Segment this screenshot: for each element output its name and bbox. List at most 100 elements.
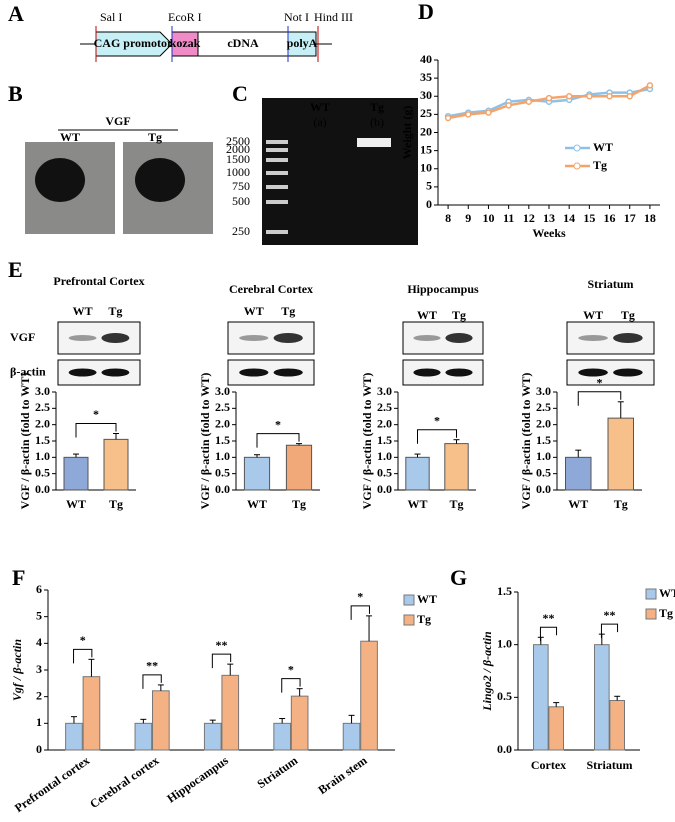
y-tick-label: 40	[420, 52, 432, 66]
blot-title: Striatum	[588, 277, 634, 291]
x-tick-label: Tg	[614, 497, 628, 511]
bar	[607, 417, 634, 491]
legend-label: Tg	[593, 158, 607, 172]
significance-label: **	[543, 611, 555, 625]
x-tick-label: WT	[66, 497, 86, 511]
gel-band	[357, 138, 391, 147]
panel-label: G	[450, 565, 467, 590]
ladder-label: 2000	[226, 142, 250, 156]
bar	[290, 695, 309, 751]
bar	[360, 640, 378, 751]
y-tick-label: 3.0	[536, 384, 551, 398]
y-tick-label: 0.5	[377, 465, 392, 479]
legend-marker	[573, 162, 581, 170]
y-tick-label: 2.5	[377, 400, 392, 414]
blot-band	[413, 368, 441, 377]
x-tick-label: 10	[482, 211, 494, 225]
y-tick-label: 1.0	[215, 449, 230, 463]
photo-label: Tg	[148, 130, 162, 144]
significance-bracket	[417, 429, 457, 444]
x-tick-label: Cortex	[531, 758, 566, 772]
y-tick-label: 0.0	[377, 482, 392, 496]
blot-band	[68, 335, 97, 341]
y-tick-label: 4	[36, 635, 42, 649]
y-tick-label: 35	[420, 70, 432, 84]
photo-title: VGF	[105, 114, 130, 128]
point	[586, 93, 593, 100]
significance-label: *	[597, 376, 603, 390]
point	[465, 111, 472, 118]
significance-bracket	[539, 626, 558, 642]
x-tick-label: 12	[523, 211, 535, 225]
y-tick-label: 0.0	[536, 482, 551, 496]
legend-swatch	[403, 594, 415, 606]
bar	[609, 699, 626, 751]
bar	[65, 722, 83, 751]
legend-swatch	[645, 588, 657, 600]
y-tick-label: 6	[36, 582, 42, 596]
blot-band	[239, 335, 269, 341]
bar	[405, 456, 430, 491]
y-axis-label: Vgf / β-actin	[10, 639, 24, 701]
legend-label: WT	[417, 592, 437, 606]
ladder-label: 250	[232, 224, 250, 238]
y-tick-label: 0.5	[497, 689, 512, 703]
lane-label: Tg	[370, 100, 384, 114]
legend-swatch	[403, 614, 415, 626]
lane-label: Tg	[281, 304, 295, 318]
point	[525, 98, 533, 105]
x-tick-label: 18	[644, 211, 656, 225]
lane-label: WT	[244, 304, 264, 318]
site-label: Sal I	[100, 10, 122, 24]
significance-label: *	[93, 407, 99, 421]
point	[485, 109, 492, 116]
significance-bracket	[256, 433, 300, 448]
y-tick-label: 0.5	[35, 465, 50, 479]
bar	[82, 676, 101, 751]
x-tick-label: 13	[543, 211, 555, 225]
significance-label: *	[357, 590, 363, 604]
site-label: Not I	[284, 10, 309, 24]
significance-label: *	[275, 417, 281, 431]
significance-label: *	[288, 662, 294, 676]
bar	[152, 690, 170, 751]
legend-label: Tg	[417, 612, 431, 626]
blot-title: Prefrontal Cortex	[53, 274, 144, 288]
y-tick-label: 1.5	[215, 433, 230, 447]
x-tick-label: 14	[563, 211, 575, 225]
x-tick-label: 17	[624, 211, 636, 225]
site-label: Hind III	[314, 10, 353, 24]
cdna-box	[197, 31, 289, 57]
blot-row-label: β-actin	[10, 364, 46, 378]
y-tick-label: 0.0	[497, 742, 512, 756]
ladder-label: 2500	[226, 134, 250, 148]
y-axis-label: VGF / β-actin (fold to WT)	[198, 373, 212, 510]
element-label: CAG promotor	[94, 36, 173, 50]
panel-label: D	[418, 0, 434, 24]
y-tick-label: 3.0	[215, 384, 230, 398]
lane-id: (b)	[370, 115, 384, 129]
mouse	[35, 158, 85, 202]
y-tick-label: 2.5	[215, 400, 230, 414]
y-tick-label: 2.0	[35, 416, 50, 430]
x-tick-label: Striatum	[587, 758, 633, 772]
y-tick-label: 3.0	[377, 384, 392, 398]
blot-band	[613, 368, 643, 377]
lane-label: WT	[310, 100, 330, 114]
y-tick-label: 1.5	[536, 433, 551, 447]
significance-bracket	[350, 605, 370, 620]
y-tick-label: 1.5	[35, 433, 50, 447]
blot-band	[101, 333, 130, 343]
significance-label: **	[604, 608, 616, 622]
bar	[273, 722, 291, 751]
y-axis-label: Lingo2 / β-actin	[480, 631, 494, 712]
y-tick-label: 10	[420, 161, 432, 175]
bar	[342, 722, 361, 751]
x-tick-label: Hippocampus	[164, 753, 231, 806]
blot-band	[445, 368, 473, 377]
ladder-band	[266, 185, 288, 189]
y-tick-label: 0	[426, 197, 432, 211]
significance-label: **	[216, 638, 228, 652]
x-tick-label: 11	[503, 211, 514, 225]
y-tick-label: 0	[36, 742, 42, 756]
